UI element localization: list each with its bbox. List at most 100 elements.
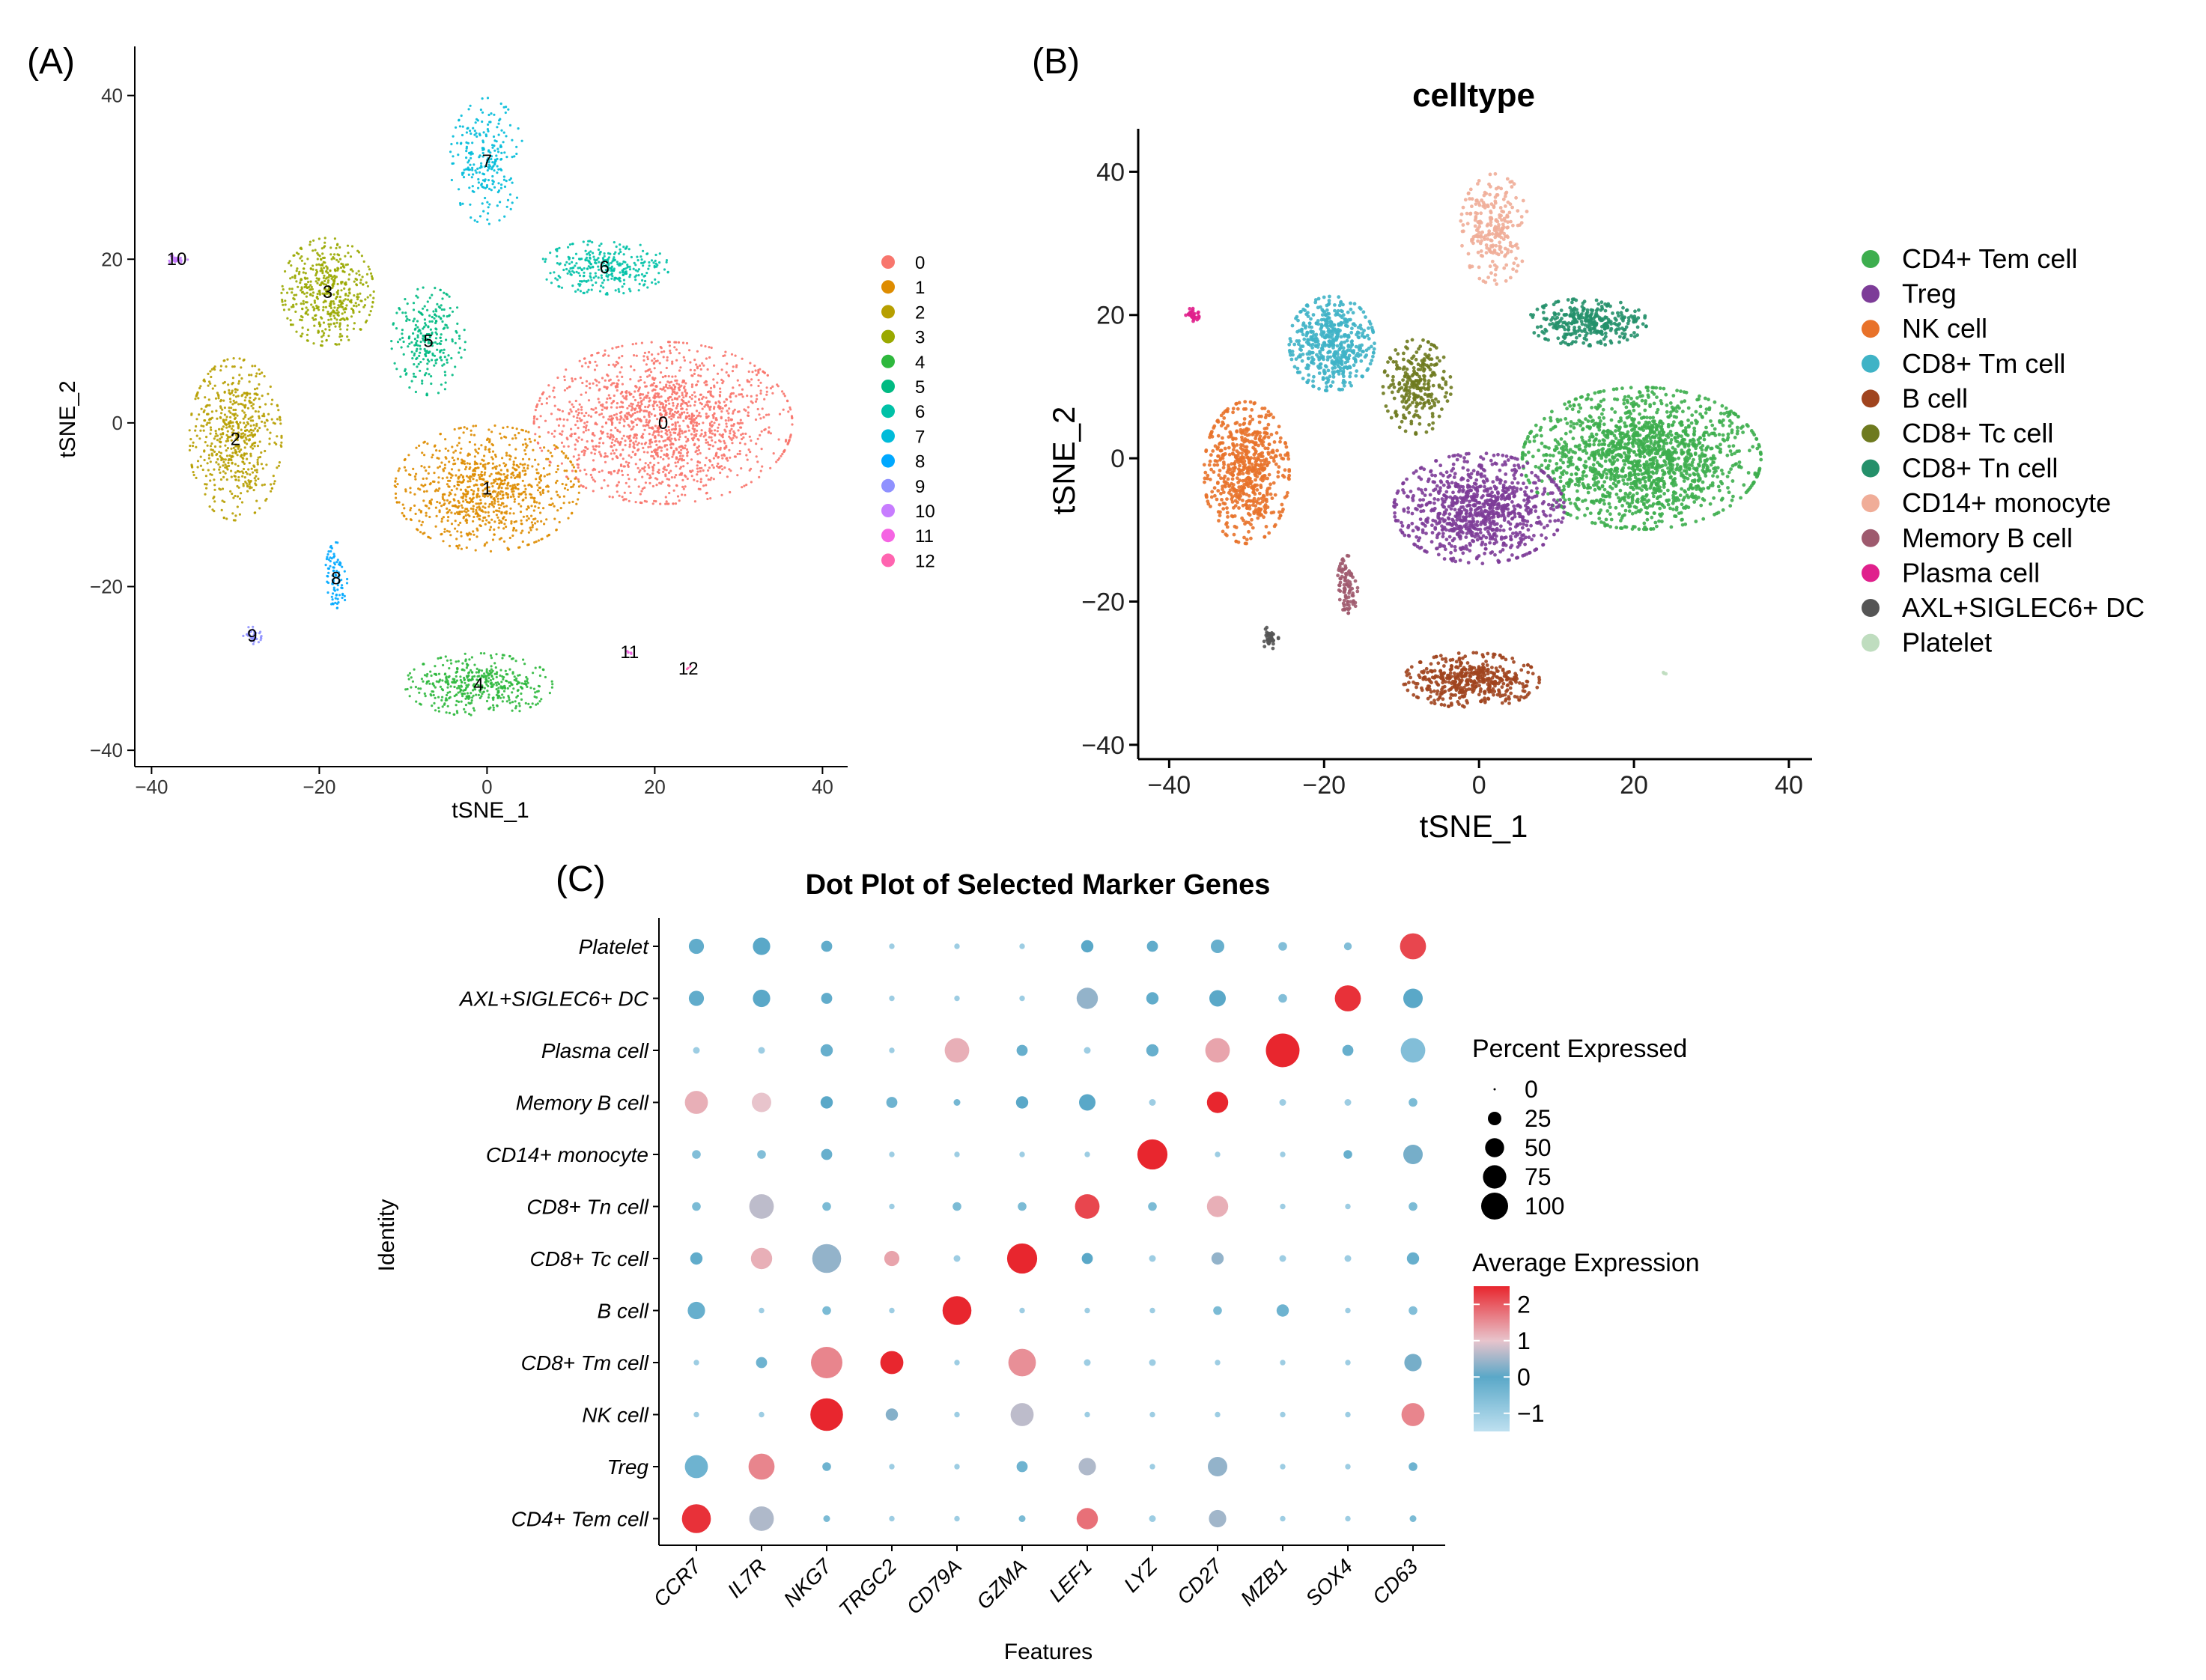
data-point [335, 309, 338, 312]
data-point [501, 490, 504, 493]
data-point [705, 491, 708, 495]
data-point [601, 408, 604, 412]
data-point [538, 502, 541, 505]
data-point [736, 379, 739, 382]
data-point [236, 389, 239, 392]
data-point [505, 463, 508, 466]
data-point [558, 496, 562, 499]
data-point [544, 258, 547, 261]
data-point [288, 308, 291, 311]
data-point [346, 263, 349, 266]
data-point [724, 350, 727, 353]
data-point [604, 407, 607, 410]
data-point [228, 464, 231, 468]
data-point [630, 255, 633, 259]
data-point [473, 163, 475, 166]
data-point [529, 496, 532, 499]
data-point [554, 277, 557, 280]
data-point [487, 123, 490, 126]
data-point [412, 372, 416, 375]
data-point [456, 530, 459, 533]
data-point [711, 395, 715, 398]
data-point [571, 500, 574, 504]
data-point [586, 421, 589, 424]
data-point [673, 398, 677, 401]
data-point [395, 496, 398, 499]
data-point [607, 279, 610, 281]
data-point [434, 321, 437, 325]
data-point [501, 657, 504, 660]
data-point [640, 273, 644, 276]
data-point [491, 174, 494, 178]
data-point [520, 682, 523, 685]
data-point [203, 450, 206, 453]
data-point [493, 169, 496, 172]
data-point [691, 469, 694, 472]
data-point [472, 493, 475, 496]
data-point [248, 380, 251, 383]
data-point [667, 399, 670, 402]
data-point [616, 418, 619, 421]
data-point [534, 522, 537, 525]
data-point [653, 394, 656, 397]
data-point [321, 263, 324, 266]
data-point [735, 395, 738, 398]
data-point [728, 468, 731, 471]
data-point [255, 387, 259, 390]
data-point [443, 356, 446, 359]
data-point [238, 497, 242, 500]
data-point [750, 395, 753, 398]
data-point [304, 272, 307, 275]
data-point [225, 416, 228, 419]
data-point [343, 311, 346, 314]
data-point [462, 689, 465, 693]
data-point [415, 700, 418, 703]
data-point [473, 455, 477, 458]
data-point [505, 135, 508, 138]
data-point [781, 452, 784, 456]
data-point [712, 416, 715, 419]
data-point [675, 382, 678, 385]
data-point [484, 135, 488, 138]
data-point [647, 463, 650, 467]
data-point [464, 341, 467, 344]
data-point [240, 395, 243, 398]
data-point [416, 347, 419, 350]
data-point [653, 457, 656, 460]
data-point [423, 532, 426, 535]
data-point [699, 481, 702, 484]
data-point [512, 687, 515, 690]
data-point [461, 662, 464, 665]
data-point [526, 685, 529, 689]
data-point [461, 510, 464, 514]
data-point [643, 499, 646, 503]
data-point [619, 418, 622, 421]
data-point [426, 358, 430, 362]
data-point [660, 419, 663, 422]
data-point [548, 472, 551, 475]
data-point [335, 246, 338, 250]
data-point [413, 338, 417, 341]
data-point [711, 463, 714, 467]
data-point [276, 404, 279, 407]
data-point [352, 309, 355, 313]
data-point [577, 491, 580, 494]
data-point [288, 260, 291, 263]
data-point [507, 481, 510, 484]
data-point [403, 466, 407, 469]
data-point [460, 114, 463, 118]
data-point [244, 436, 247, 439]
data-point [514, 436, 517, 439]
data-point [258, 415, 261, 418]
data-point [317, 329, 320, 332]
data-point [496, 696, 499, 700]
data-point [590, 354, 593, 357]
data-point [270, 418, 273, 421]
data-point [655, 265, 658, 268]
data-point [446, 507, 449, 511]
data-point [465, 475, 469, 478]
data-point [218, 487, 221, 490]
data-point [598, 470, 601, 474]
data-point [586, 440, 589, 443]
data-point [237, 479, 240, 482]
